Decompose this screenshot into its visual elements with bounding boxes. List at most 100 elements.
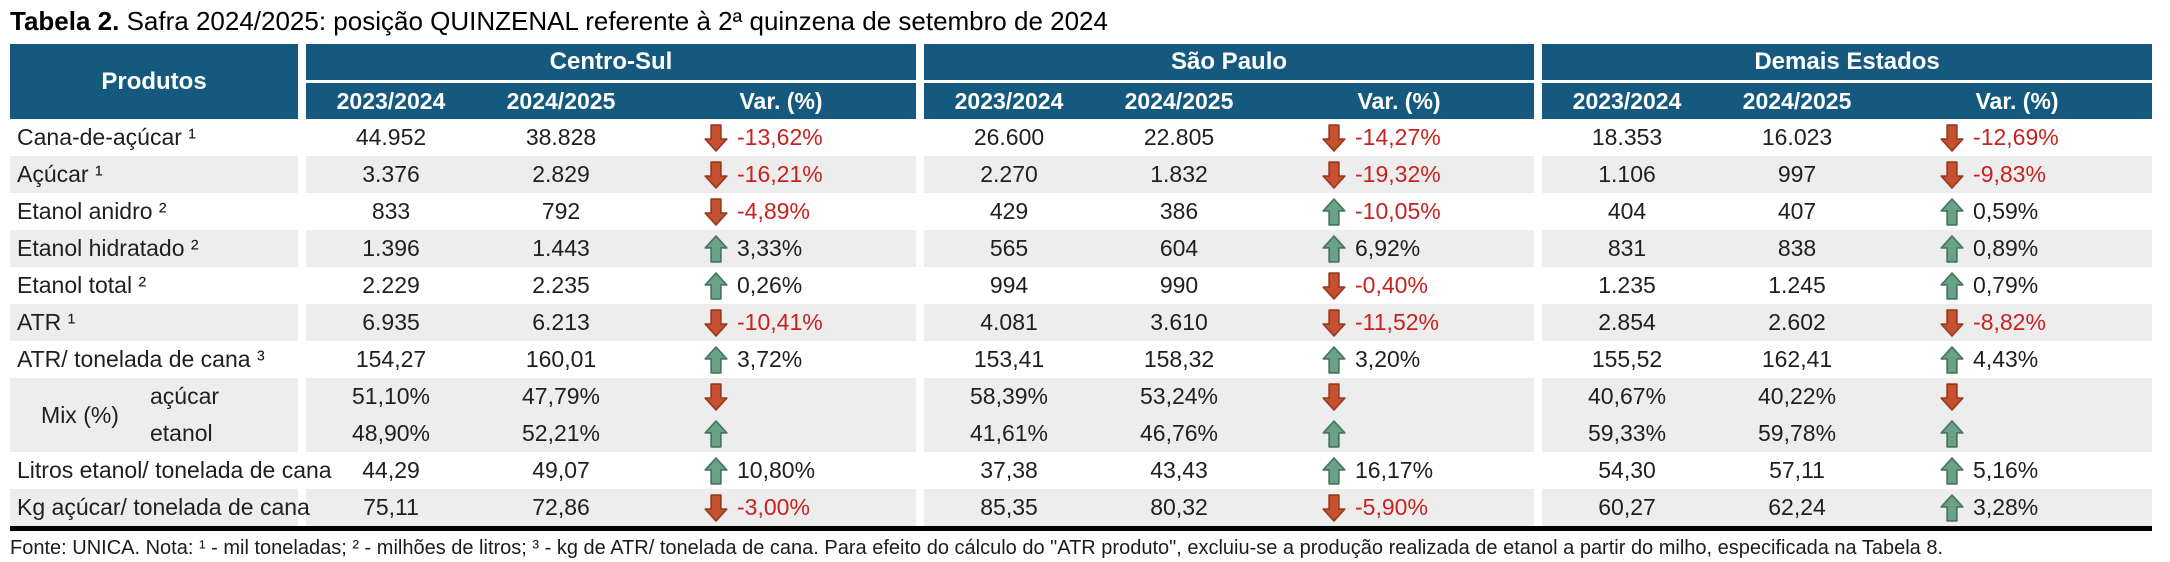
value-cell-2024-2025: 162,41 [1761,346,1833,372]
value-cell-2024-2025: 792 [541,198,581,224]
arrow-down-icon [704,493,728,522]
table-title-text: Safra 2024/2025: posição QUINZENAL refer… [119,6,1108,36]
value-cell-2024-2025: 2.235 [532,272,590,298]
variation-value: -4,89% [737,198,810,224]
variation-content: -13,62% [704,123,916,152]
variation-cell: 5,16% [1882,452,2152,489]
row-label: Açúcar ¹ [10,156,299,193]
value-cell-2023-2024: 44,29 [362,457,420,483]
variation-cell: 0,59% [1882,193,2152,230]
value-cell-2024-2025: 38.828 [525,124,597,150]
row-label: Cana-de-açúcar ¹ [17,124,196,150]
arrow-down-icon [1940,160,1964,189]
column-gap [916,341,925,378]
value-cell-2024-2025: 16.023 [1761,124,1833,150]
column-gap [298,452,307,489]
variation-cell: -19,32% [1264,156,1535,193]
column-gap [298,193,307,230]
value-cell-2024-2025: 1.443 [476,230,647,267]
variation-content: -19,32% [1322,160,1534,189]
variation-content: -10,05% [1322,197,1534,226]
arrow-down-icon [1940,382,1964,411]
variation-cell [1882,378,2153,415]
column-gap [298,230,307,267]
value-cell-2023-2024: 565 [924,230,1095,267]
arrow-down-icon [704,308,728,337]
value-cell-2023-2024: 3.376 [306,156,477,193]
value-cell-2024-2025: 2.602 [1712,304,1883,341]
variation-cell [1882,415,2153,452]
table-row: ATR/ tonelada de cana ³ 154,27 160,01 3,72%… [10,341,2152,378]
variation-content: -5,90% [1322,493,1534,522]
arrow-up-icon [704,456,728,485]
arrow-up-icon [1940,456,1964,485]
variation-content [704,382,916,411]
variation-content: 10,80% [704,456,916,485]
variation-value: -8,82% [1973,309,2046,335]
variation-cell: -0,40% [1264,267,1534,304]
variation-value: -10,05% [1355,198,1441,224]
arrow-up-icon [1940,234,1964,263]
value-cell-2023-2024: 155,52 [1591,346,1663,372]
variation-cell: -4,89% [646,193,916,230]
value-cell-2023-2024: 154,27 [355,346,427,372]
table-row: Açúcar ¹ 3.376 2.829 -16,21% 2.270 1.832 -19,3… [10,156,2153,193]
variation-cell: -16,21% [646,156,917,193]
value-cell-2023-2024: 51,10% [306,378,477,415]
variation-content: 0,79% [1940,271,2152,300]
row-label: ATR ¹ [10,304,299,341]
value-cell-2024-2025: 1.245 [1768,272,1826,298]
variation-value: -12,69% [1973,124,2059,150]
column-gap [298,415,307,452]
col-header-sao-paulo-2024-2025: 2024/2025 [1094,81,1265,119]
row-label: açúcar [150,378,299,415]
variation-content: 6,92% [1322,234,1534,263]
variation-content: -16,21% [704,160,916,189]
variation-value: 3,20% [1355,346,1421,372]
variation-content: 0,89% [1940,234,2152,263]
variation-value: -14,27% [1355,124,1441,150]
value-cell-2023-2024: 58,39% [924,378,1095,415]
value-cell-2024-2025: 80,32 [1094,489,1265,529]
column-gap [1534,119,1543,156]
value-cell-2024-2025: 72,86 [476,489,647,529]
variation-value: 10,80% [737,457,816,483]
variation-content: 3,28% [1940,493,2152,522]
row-label: etanol [150,415,299,452]
value-cell-2024-2025: 22.805 [1143,124,1215,150]
col-header-centro-sul-2023-2024: 2023/2024 [306,81,477,119]
arrow-down-icon [1940,308,1964,337]
col-header-sao-paulo-2023-2024: 2023/2024 [924,81,1095,119]
variation-content: -14,27% [1322,123,1534,152]
variation-content [1322,419,1534,448]
variation-value: -5,90% [1355,494,1428,520]
arrow-up-icon [704,234,728,263]
arrow-up-icon [704,345,728,374]
variation-content [1322,382,1534,411]
variation-value: -13,62% [737,124,823,150]
column-gap [1534,341,1543,378]
value-cell-2024-2025: 62,24 [1712,489,1883,529]
variation-content: -12,69% [1940,123,2152,152]
variation-content: -9,83% [1940,160,2152,189]
table-row: Etanol total ² 2.229 2.235 0,26% 994 990 -0,40… [10,267,2152,304]
col-header-centro-sul-var: Var. (%) [646,81,917,119]
column-gap [1534,304,1543,341]
table-row: Kg açúcar/ tonelada de cana 75,11 72,86 -3,… [10,489,2153,529]
table-row: etanol 48,90% 52,21% 41,61% 46,76% 59,33% 59,7… [10,415,2153,452]
variation-content: 0,26% [704,271,916,300]
col-header-demais-estados-var: Var. (%) [1882,81,2153,119]
value-cell-2024-2025: 52,21% [476,415,647,452]
source-note: Fonte: UNICA. Nota: ¹ - mil toneladas; ²… [10,537,1943,559]
table-row: Litros etanol/ tonelada de cana 44,29 49,0… [10,452,2152,489]
value-cell-2023-2024: 37,38 [980,457,1038,483]
variation-content: -8,82% [1940,308,2152,337]
value-cell-2023-2024: 1.235 [1598,272,1656,298]
variation-content: -3,00% [704,493,916,522]
row-label: Etanol hidratado ² [10,230,299,267]
value-cell-2024-2025: 40,22% [1712,378,1883,415]
variation-cell: 3,28% [1882,489,2153,529]
group-header-centro-sul: Centro-Sul [306,44,917,83]
arrow-down-icon [1322,382,1346,411]
variation-value: 3,72% [737,346,803,372]
